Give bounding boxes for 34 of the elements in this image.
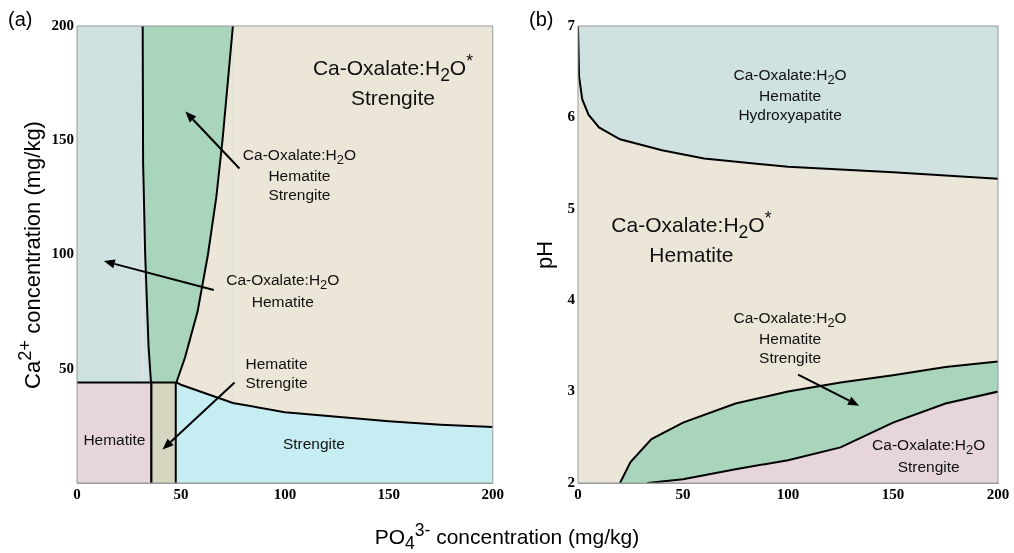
y-tick-label: 200: [51, 16, 74, 33]
x-tick-label: 100: [273, 485, 297, 502]
x-tick-label: 200: [986, 485, 1010, 502]
y-axis-title: pH: [532, 240, 558, 270]
x-tick-label: 0: [574, 485, 582, 502]
chart-title: (a): [8, 8, 33, 31]
x-tick-label: 50: [675, 485, 691, 502]
chart-title: (b): [529, 8, 554, 31]
x-tick-label: 150: [881, 485, 905, 502]
y-tick-label: 2: [567, 473, 575, 490]
annotation: Ca-Oxalate:H$_{2}$O Hematite Strengite: [242, 145, 356, 204]
x-tick-label: 0: [73, 485, 81, 502]
y-tick-label: 5: [567, 199, 575, 216]
x-tick-label: 200: [481, 485, 504, 502]
annotation: Ca-Oxalate:H$_{2}$O Strengite: [872, 436, 986, 477]
annotation: Ca-Oxalate:H$_{2}$O Hematite Hydroxyapatite: [733, 65, 847, 124]
y-tick-label: 50: [59, 359, 74, 376]
x-axis-title: PO$_{4}$$^{3-}$ concentration (mg/kg): [373, 520, 641, 553]
x-tick-label: 100: [776, 485, 800, 502]
text: Ca-Oxalate:H$_{2}$O$^{*}$ Hematite: [611, 208, 772, 267]
y-tick-label: 3: [567, 382, 575, 399]
x-tick-label: 50: [173, 485, 189, 502]
annotation: Hematite Strengite: [245, 355, 308, 394]
annotation: Ca-Oxalate:H$_{2}$O Hematite: [226, 270, 340, 312]
y-tick-label: 7: [567, 16, 576, 33]
x-tick-label: 150: [377, 485, 401, 502]
annotation: Ca-Oxalate:H$_{2}$O Hematite Strengite: [733, 308, 847, 368]
y-tick-label: 6: [567, 108, 576, 125]
text: Ca-Oxalate:H$_{2}$O$^{*}$ Strengite: [312, 51, 474, 110]
y-tick-label: 4: [567, 291, 576, 308]
annotation: Hematite: [83, 430, 146, 449]
annotation: Strengite: [282, 434, 345, 454]
y-tick-label: 150: [51, 131, 74, 148]
y-tick-label: 100: [51, 245, 74, 262]
